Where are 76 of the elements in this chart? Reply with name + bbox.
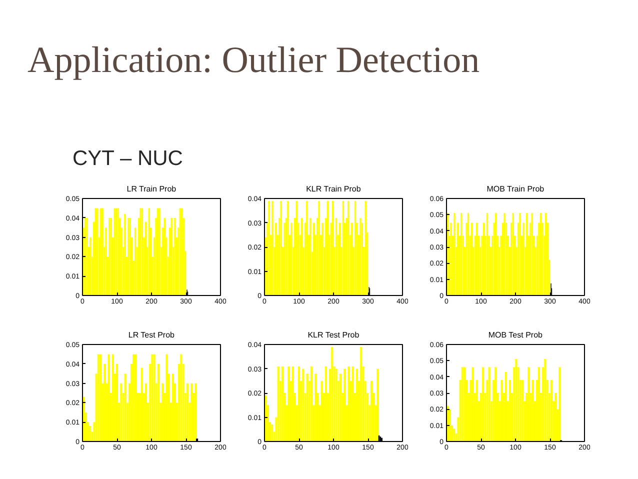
bar bbox=[476, 380, 478, 442]
bar bbox=[271, 424, 274, 442]
bar bbox=[162, 383, 164, 442]
bar bbox=[120, 383, 122, 442]
bar bbox=[335, 368, 338, 442]
chart-title: MOB Test Prob bbox=[488, 330, 544, 340]
bar bbox=[151, 354, 154, 442]
bar bbox=[554, 393, 557, 442]
bar bbox=[558, 367, 561, 442]
bar bbox=[180, 354, 182, 442]
bar bbox=[508, 380, 512, 442]
bar bbox=[277, 366, 280, 442]
bar bbox=[356, 368, 358, 442]
bar bbox=[97, 354, 100, 442]
bar bbox=[194, 383, 197, 442]
bar bbox=[134, 354, 137, 442]
bar bbox=[172, 374, 174, 442]
bar bbox=[488, 367, 490, 442]
bar bbox=[344, 368, 346, 442]
bar bbox=[298, 366, 300, 442]
bar bbox=[376, 368, 379, 442]
bar bbox=[461, 367, 464, 442]
bar bbox=[281, 366, 284, 442]
bar bbox=[140, 368, 143, 442]
bar bbox=[331, 346, 334, 442]
bar bbox=[339, 374, 342, 442]
bar bbox=[302, 368, 304, 442]
bar bbox=[453, 428, 456, 442]
bar bbox=[538, 367, 540, 442]
bar bbox=[186, 383, 188, 442]
bar bbox=[116, 364, 118, 442]
bar bbox=[550, 380, 552, 442]
bar bbox=[500, 380, 503, 442]
text: CYT – NUC bbox=[72, 147, 183, 170]
bar bbox=[482, 367, 484, 442]
bar bbox=[348, 366, 350, 442]
bar bbox=[292, 366, 294, 442]
bar bbox=[504, 372, 507, 442]
bar bbox=[544, 359, 546, 442]
bar bbox=[515, 359, 518, 442]
chart-title: LR Test Prob bbox=[128, 330, 176, 340]
bar bbox=[310, 366, 312, 442]
bar bbox=[132, 354, 135, 442]
bar bbox=[99, 354, 102, 442]
chart-title: LR Train Prob bbox=[126, 184, 177, 194]
chart-title: MOB Train Prob bbox=[486, 184, 545, 194]
bar bbox=[288, 366, 290, 442]
bar bbox=[82, 396, 85, 442]
text: Application: Outlier Detection bbox=[28, 40, 480, 81]
bar bbox=[112, 354, 114, 442]
bar bbox=[306, 374, 308, 442]
bar bbox=[89, 426, 92, 442]
bar bbox=[528, 367, 530, 442]
bar bbox=[320, 380, 323, 442]
bar bbox=[352, 366, 354, 442]
chart-title: KLR Test Prob bbox=[308, 330, 360, 340]
bar bbox=[463, 367, 466, 442]
bar bbox=[190, 383, 193, 442]
bar bbox=[324, 366, 327, 442]
bar bbox=[144, 383, 148, 442]
bar bbox=[166, 354, 168, 442]
bar bbox=[494, 367, 497, 442]
bar bbox=[104, 364, 106, 442]
bar bbox=[264, 395, 267, 442]
bar bbox=[472, 367, 474, 442]
chart-title: KLR Train Prob bbox=[306, 184, 362, 194]
bar bbox=[153, 354, 156, 442]
bar bbox=[448, 409, 451, 442]
bar bbox=[446, 406, 449, 442]
bar bbox=[532, 380, 534, 442]
bar bbox=[108, 354, 110, 442]
bar bbox=[314, 374, 317, 442]
bar bbox=[360, 346, 362, 442]
bar bbox=[157, 364, 160, 442]
bar bbox=[124, 374, 126, 442]
bar bbox=[370, 380, 372, 442]
